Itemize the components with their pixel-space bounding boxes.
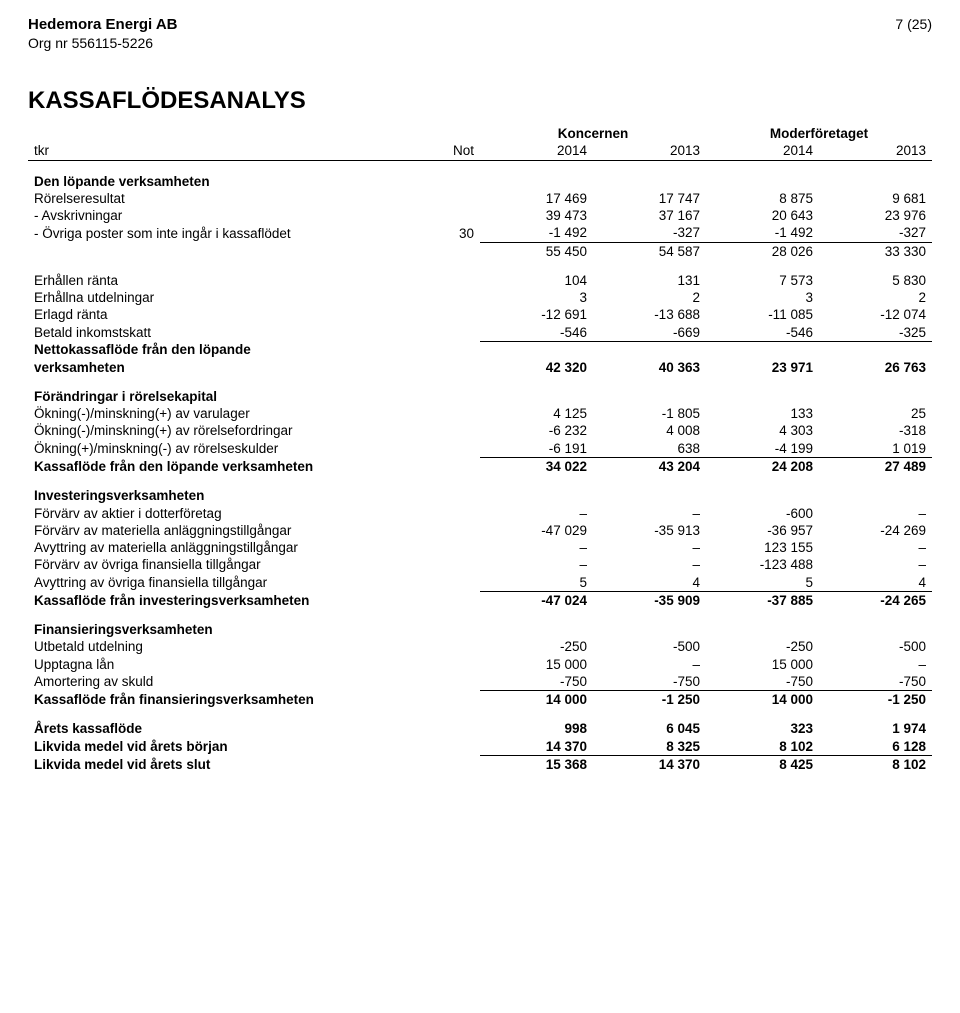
section-total: Kassaflöde från finansieringsverksamhete… [28, 691, 932, 709]
org-number: Org nr 556115-5226 [28, 35, 177, 51]
table-row: Upptagna lån15 000–15 000– [28, 656, 932, 673]
company-block: Hedemora Energi AB Org nr 556115-5226 [28, 16, 177, 51]
section-heading: Förändringar i rörelsekapital [28, 388, 932, 405]
company-name: Hedemora Energi AB [28, 16, 177, 33]
section-total: Kassaflöde från den löpande verksamheten… [28, 458, 932, 476]
table-row: Likvida medel vid årets början14 3708 32… [28, 738, 932, 756]
netto-row-2: verksamheten42 32040 36323 97126 763 [28, 359, 932, 376]
table-row: Avyttring av materiella anläggningstillg… [28, 539, 932, 556]
table-row: Amortering av skuld-750-750-750-750 [28, 673, 932, 691]
page-header: Hedemora Energi AB Org nr 556115-5226 7 … [28, 16, 932, 51]
colhead-2013a: 2013 [593, 142, 706, 160]
section-total: Kassaflöde från investeringsverksamheten… [28, 591, 932, 609]
table-row: Erhållen ränta1041317 5735 830 [28, 272, 932, 289]
page-number: 7 (25) [895, 16, 932, 32]
table-row: Avyttring av övriga finansiella tillgång… [28, 574, 932, 592]
colhead-2014a: 2014 [480, 142, 593, 160]
table-row: Förvärv av aktier i dotterföretag––-600– [28, 505, 932, 522]
table-row: Erlagd ränta-12 691-13 688-11 085-12 074 [28, 306, 932, 323]
column-header-row: tkr Not 2014 2013 2014 2013 [28, 142, 932, 160]
table-row: Utbetald utdelning-250-500-250-500 [28, 638, 932, 655]
section-heading: Finansieringsverksamheten [28, 621, 932, 638]
table-row: Ökning(+)/minskning(-) av rörelseskulder… [28, 440, 932, 458]
table-row: Ökning(-)/minskning(+) av rörelsefordrin… [28, 422, 932, 439]
colhead-2014b: 2014 [706, 142, 819, 160]
table-row: - Övriga poster som inte ingår i kassafl… [28, 224, 932, 242]
table-row: Rörelseresultat17 46917 7478 8759 681 [28, 190, 932, 207]
table-row: Årets kassaflöde9986 0453231 974 [28, 720, 932, 737]
table-row: Likvida medel vid årets slut15 36814 370… [28, 756, 932, 774]
col-group-koncernen: Koncernen [480, 125, 706, 142]
section-heading: Investeringsverksamheten [28, 487, 932, 504]
table-row: Erhållna utdelningar3232 [28, 289, 932, 306]
cashflow-table: Koncernen Moderföretaget tkr Not 2014 20… [28, 125, 932, 773]
netto-row-1: Nettokassaflöde från den löpande [28, 341, 932, 358]
column-group-row: Koncernen Moderföretaget [28, 125, 932, 142]
colhead-not: Not [426, 142, 480, 160]
col-group-moderforetaget: Moderföretaget [706, 125, 932, 142]
subtotal-row: 55 45054 58728 02633 330 [28, 242, 932, 260]
table-row: - Avskrivningar39 47337 16720 64323 976 [28, 207, 932, 224]
colhead-2013b: 2013 [819, 142, 932, 160]
table-row: Ökning(-)/minskning(+) av varulager4 125… [28, 405, 932, 422]
table-row: Förvärv av materiella anläggningstillgån… [28, 522, 932, 539]
table-row: Betald inkomstskatt-546-669-546-325 [28, 324, 932, 342]
colhead-tkr: tkr [28, 142, 426, 160]
page-title: KASSAFLÖDESANALYS [28, 87, 932, 115]
section-heading: Den löpande verksamheten [28, 173, 932, 190]
table-row: Förvärv av övriga finansiella tillgångar… [28, 556, 932, 573]
